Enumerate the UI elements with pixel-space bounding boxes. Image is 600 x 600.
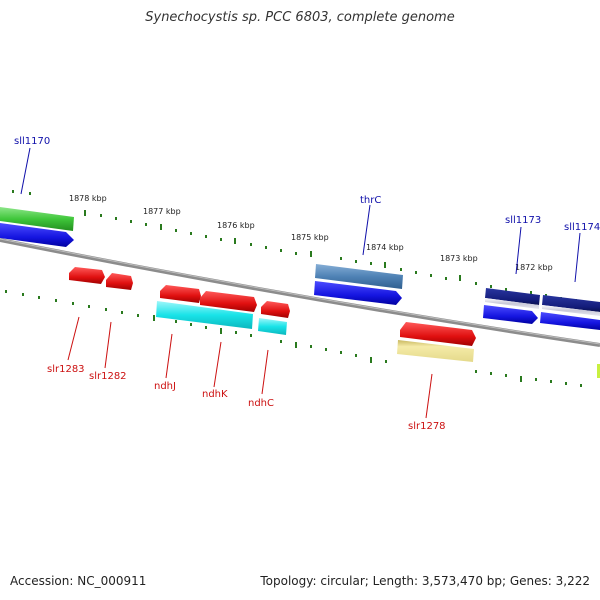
scale-label: 1872 kbp [515,263,553,272]
scale-label: 1876 kbp [217,221,255,230]
scale-label: 1878 kbp [69,194,107,203]
feature-partial-right[interactable] [597,364,600,378]
feature-ndhK[interactable] [200,291,257,312]
genome-backbone [0,238,600,347]
scale-label: 1873 kbp [440,254,478,263]
feature-slr1278[interactable] [397,322,476,362]
feature-ndhJ[interactable] [156,285,253,329]
gene-label-slr1283[interactable]: slr1283 [47,364,85,375]
scale-label: 1875 kbp [291,233,329,242]
feature-slr1282[interactable] [106,273,133,290]
feature-sll1173[interactable] [483,288,540,324]
scale-label: 1877 kbp [143,207,181,216]
gene-label-sll1173[interactable]: sll1173 [505,215,541,226]
map-title: Synechocystis sp. PCC 6803, complete gen… [145,10,455,25]
gene-label-sll1170[interactable]: sll1170 [14,136,50,147]
bottom-leader-lines [67,316,433,419]
gene-label-thrC[interactable]: thrC [360,195,381,206]
gene-label-slr1282[interactable]: slr1282 [89,371,127,382]
scale-label: 1874 kbp [366,243,404,252]
feature-ndhC[interactable] [258,301,290,335]
upper-scale-ticks [12,190,592,304]
gene-label-slr1278[interactable]: slr1278 [408,421,446,432]
feature-slr1283[interactable] [69,267,105,284]
gene-label-ndhK[interactable]: ndhK [202,389,228,400]
feature-sll1170[interactable] [0,207,74,247]
gene-label-sll1174[interactable]: sll1174 [564,222,600,233]
accession-text: Accession: NC_000911 [10,574,147,588]
feature-sll1174[interactable] [540,295,600,330]
feature-thrC[interactable] [314,264,403,305]
top-leader-lines [20,147,581,283]
lower-scale-ticks [5,290,582,387]
gene-label-ndhJ[interactable]: ndhJ [154,381,176,392]
gene-label-ndhC[interactable]: ndhC [248,398,274,409]
genome-summary: Topology: circular; Length: 3,573,470 bp… [260,574,590,588]
